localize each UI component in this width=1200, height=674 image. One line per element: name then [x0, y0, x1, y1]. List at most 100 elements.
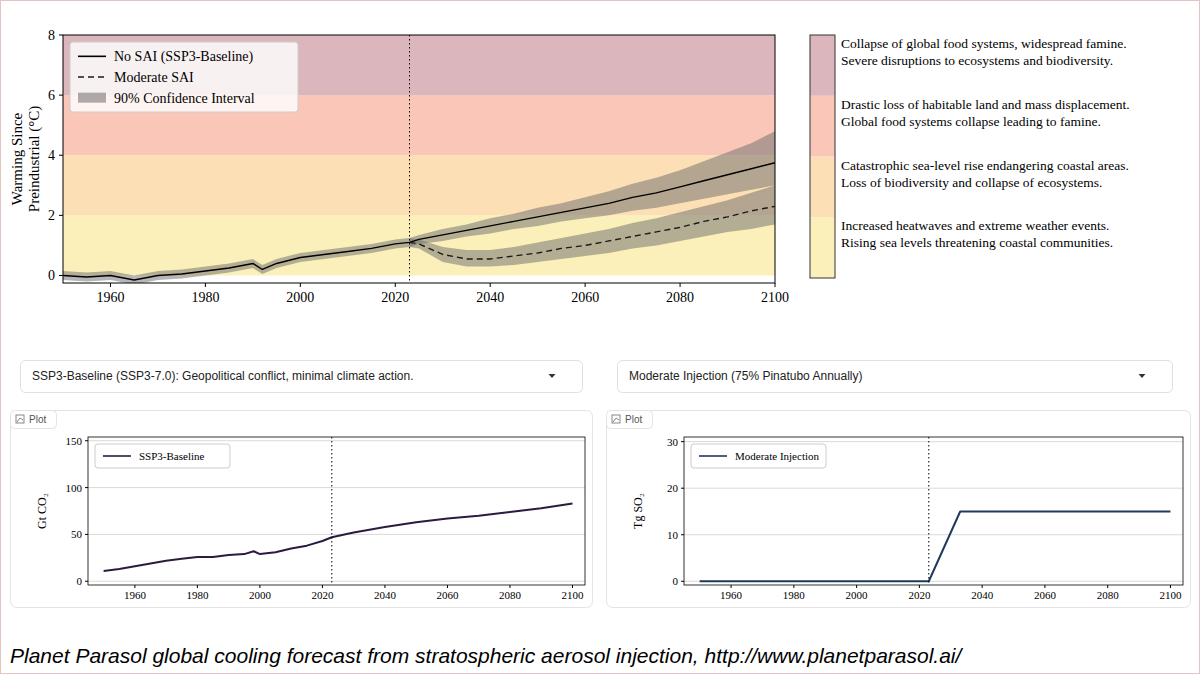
- plot-frame: [63, 35, 775, 283]
- caption: Planet Parasol global cooling forecast f…: [10, 644, 964, 667]
- legend-label: Moderate SAI: [114, 70, 194, 85]
- tick-label: 2040: [374, 589, 397, 601]
- panel-tag-icon: [16, 415, 24, 423]
- tick: [1107, 585, 1108, 588]
- tick-label: 2100: [761, 290, 789, 305]
- page-frame: [1, 1, 1200, 674]
- tick: [85, 534, 88, 535]
- zone-label: Increased heatwaves and extreme weather …: [841, 218, 1109, 233]
- tick-label: 8: [48, 28, 55, 43]
- tick-label: 2020: [908, 589, 931, 601]
- zone-key: Increased heatwaves and extreme weather …: [810, 35, 1130, 278]
- tick-label: 50: [71, 528, 83, 540]
- dropdown-arrow[interactable]: [549, 374, 556, 378]
- zone-swatch: [810, 217, 835, 278]
- tick: [775, 283, 776, 287]
- dropdown-value[interactable]: Moderate Injection (75% Pinatubo Annuall…: [629, 369, 862, 383]
- tick: [85, 440, 88, 441]
- tick-label: 30: [667, 436, 679, 448]
- grid-line: [684, 534, 1183, 535]
- tick-label: 2080: [666, 290, 694, 305]
- zone-label: Collapse of global food systems, widespr…: [841, 36, 1127, 51]
- tick: [197, 585, 198, 588]
- legend: SSP3-Baseline: [95, 444, 230, 468]
- tick-label: 6: [48, 88, 55, 103]
- plot-panel: Plot196019802000202020402060208021000102…: [607, 411, 1191, 608]
- legend-label: No SAI (SSP3-Baseline): [114, 49, 254, 65]
- zone-swatch: [810, 35, 835, 96]
- zone-label: Loss of biodiversity and collapse of eco…: [841, 175, 1102, 190]
- series-line: [410, 206, 775, 259]
- page: 1960198020002020204020602080210002468War…: [0, 0, 1200, 674]
- zone-label: Catastrophic sea-level rise endangering …: [841, 158, 1129, 173]
- confidence-band: [410, 185, 775, 266]
- grid-line: [88, 487, 585, 488]
- tick-label: 1980: [783, 589, 806, 601]
- dropdown-box[interactable]: [21, 361, 583, 393]
- tick: [572, 585, 573, 588]
- legend-box: [95, 444, 230, 468]
- reference-line: [928, 437, 929, 585]
- axis-label: Gt CO₂: [35, 493, 49, 529]
- tick-label: 2100: [561, 589, 584, 601]
- zone-swatch: [810, 157, 835, 218]
- tick: [59, 155, 63, 156]
- tick: [585, 283, 586, 287]
- legend-swatch: [103, 455, 131, 457]
- panel-tag-icon: [17, 418, 23, 422]
- tick: [300, 283, 301, 287]
- plot-area: [684, 437, 1183, 585]
- series-line: [104, 504, 573, 571]
- tick: [490, 283, 491, 287]
- dropdown[interactable]: Moderate Injection (75% Pinatubo Annuall…: [618, 361, 1173, 393]
- zone-swatch: [810, 96, 835, 157]
- plot-frame: [684, 437, 1183, 585]
- plot-panel: Plot196019802000202020402060208021000501…: [11, 411, 593, 608]
- zone-label: Global food systems collapse leading to …: [841, 114, 1101, 129]
- series-line: [700, 511, 1171, 581]
- tick-label: 2060: [436, 589, 459, 601]
- tick: [681, 534, 684, 535]
- tick: [134, 585, 135, 588]
- tick-label: 1960: [96, 290, 124, 305]
- tick: [395, 283, 396, 287]
- dropdown-value[interactable]: SSP3-Baseline (SSP3-7.0): Geopolitical c…: [32, 369, 414, 383]
- legend-label: Moderate Injection: [735, 450, 819, 462]
- series-line: [63, 163, 775, 280]
- tick: [259, 585, 260, 588]
- tick-label: 150: [66, 435, 83, 447]
- tick-label: 2080: [1097, 589, 1120, 601]
- dropdown[interactable]: SSP3-Baseline (SSP3-7.0): Geopolitical c…: [21, 361, 583, 393]
- tick: [919, 585, 920, 588]
- tick-label: 2100: [1159, 589, 1182, 601]
- tick: [793, 585, 794, 588]
- legend-swatch: [699, 455, 727, 457]
- panel-tag: Plot: [29, 414, 46, 425]
- plot-area: [88, 437, 585, 585]
- main-chart: 1960198020002020204020602080210002468War…: [9, 28, 1130, 305]
- tick: [59, 35, 63, 36]
- grid-line: [88, 581, 585, 582]
- dropdown-box[interactable]: [618, 361, 1173, 393]
- tick-label: 1960: [720, 589, 743, 601]
- tick: [681, 441, 684, 442]
- tick: [59, 275, 63, 276]
- zone-key-frame: [810, 35, 835, 278]
- tick-label: 0: [673, 575, 679, 587]
- tick-label: 2060: [1034, 589, 1057, 601]
- panel-box: [11, 411, 593, 608]
- zone-label: Rising sea levels threatening coastal co…: [841, 235, 1113, 250]
- legend-label: 90% Confidence Interval: [114, 91, 255, 106]
- tick: [856, 585, 857, 588]
- tick-label: 2: [48, 208, 55, 223]
- tick: [110, 283, 111, 287]
- legend-swatch: [78, 56, 106, 58]
- reference-line: [331, 437, 332, 585]
- confidence-band: [63, 131, 775, 283]
- tick: [731, 585, 732, 588]
- tick-label: 2080: [499, 589, 522, 601]
- dropdown-arrow[interactable]: [1139, 374, 1146, 378]
- tick-label: 2040: [476, 290, 504, 305]
- tick-label: 0: [48, 268, 55, 283]
- plot-background: [63, 35, 775, 283]
